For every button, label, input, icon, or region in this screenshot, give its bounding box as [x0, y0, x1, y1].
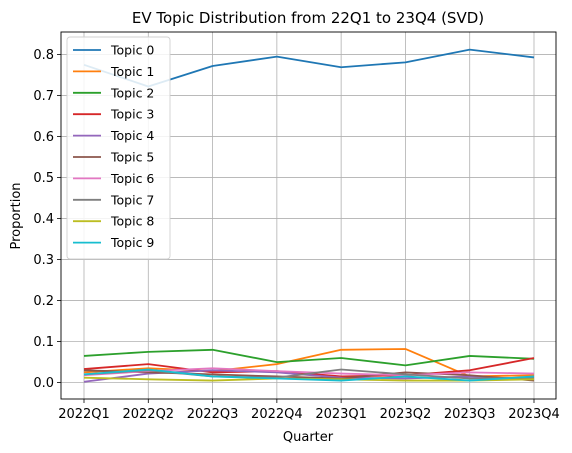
y-tick-label: 0.2 — [33, 294, 54, 309]
legend-label-topic-3: Topic 3 — [110, 107, 154, 122]
series-line-topic-2 — [83, 348, 535, 367]
x-tick-label: 2022Q2 — [122, 407, 174, 422]
y-axis-title: Proportion — [9, 182, 24, 249]
y-tick-label: 0.5 — [33, 171, 54, 186]
x-tick-label: 2022Q4 — [251, 407, 303, 422]
grid — [61, 32, 556, 399]
legend-label-topic-5: Topic 5 — [110, 150, 154, 165]
x-axis-title: Quarter — [283, 430, 334, 445]
chart-title: EV Topic Distribution from 22Q1 to 23Q4 … — [132, 9, 484, 27]
x-tick-label: 2022Q1 — [58, 407, 110, 422]
x-tick-label: 2023Q4 — [508, 407, 560, 422]
x-tick-label: 2023Q1 — [315, 407, 367, 422]
legend-label-topic-9: Topic 9 — [110, 235, 154, 250]
y-tick-label: 0.8 — [33, 48, 54, 63]
y-tick-label: 0.7 — [33, 89, 54, 104]
y-tick-label: 0.1 — [33, 335, 54, 350]
series-line-topic-9 — [83, 368, 535, 382]
legend-label-topic-6: Topic 6 — [110, 171, 154, 186]
legend-label-topic-2: Topic 2 — [110, 85, 154, 100]
series-line-topic-5 — [83, 369, 535, 382]
x-tick-label: 2023Q2 — [380, 407, 432, 422]
y-tick-label: 0.4 — [33, 212, 54, 227]
axes: 2022Q1 2022Q2 2022Q3 2022Q4 2023Q1 2023Q2 2023… — [33, 48, 559, 422]
plot-frame — [60, 31, 557, 400]
legend-label-topic-1: Topic 1 — [110, 64, 154, 79]
x-tick-label: 2023Q3 — [444, 407, 496, 422]
x-tick-label: 2022Q3 — [187, 407, 239, 422]
legend: Topic 0 Topic 1 Topic 2 Topic 3 Topic 4 Topic… — [66, 36, 171, 260]
legend-label-topic-8: Topic 8 — [110, 214, 154, 229]
legend-label-topic-0: Topic 0 — [110, 43, 154, 58]
y-tick-label: 0.6 — [33, 130, 54, 145]
y-tick-label: 0.3 — [33, 253, 54, 268]
y-tick-label: 0.0 — [33, 376, 54, 391]
legend-label-topic-4: Topic 4 — [110, 128, 154, 143]
legend-label-topic-7: Topic 7 — [110, 192, 154, 207]
